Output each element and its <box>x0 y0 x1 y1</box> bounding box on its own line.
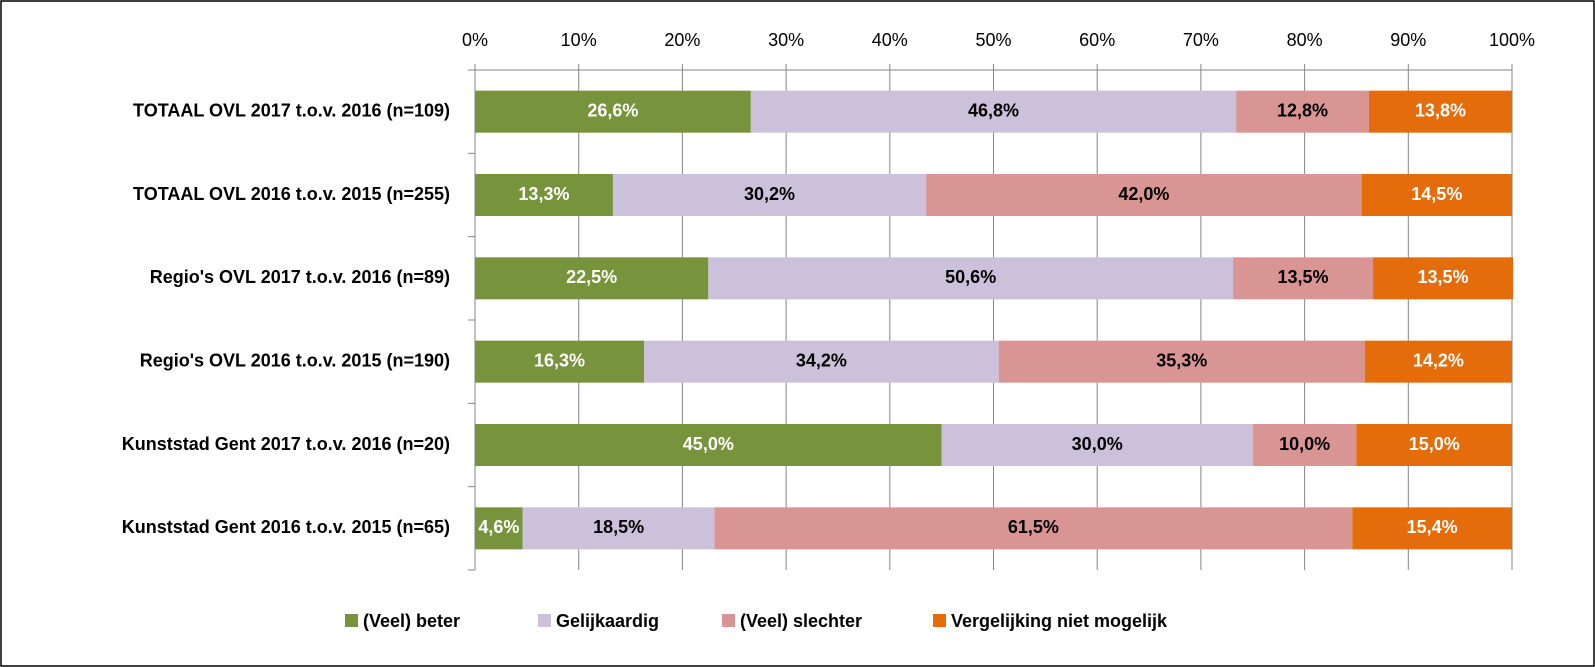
data-label: 35,3% <box>1156 350 1207 370</box>
bar-segment <box>644 340 999 383</box>
x-tick-label: 70% <box>1183 30 1219 50</box>
data-label: 12,8% <box>1277 100 1328 120</box>
bar-segment <box>475 507 523 550</box>
data-label: 14,5% <box>1411 184 1462 204</box>
bar-segment <box>1356 424 1512 466</box>
data-label: 4,6% <box>478 517 519 537</box>
bar-segment <box>750 90 1237 133</box>
y-tick-label: Regio's OVL 2016 t.o.v. 2015 (n=190) <box>140 350 450 370</box>
bar-segment <box>1352 507 1512 550</box>
legend-swatch <box>722 614 735 627</box>
bar-segment <box>1252 424 1357 466</box>
data-label: 13,8% <box>1415 100 1466 120</box>
y-tick-label: TOTAAL OVL 2017 t.o.v. 2016 (n=109) <box>133 100 450 120</box>
bar-segment <box>475 174 613 216</box>
legend-label: Gelijkaardig <box>556 611 659 631</box>
bar-segment <box>714 507 1353 550</box>
bar-segment <box>612 174 927 216</box>
bar-segment <box>522 507 715 550</box>
x-tick-label: 0% <box>462 30 488 50</box>
y-tick-label: Kunststad Gent 2017 t.o.v. 2016 (n=20) <box>122 434 450 454</box>
data-label: 10,0% <box>1279 434 1330 454</box>
data-label: 13,3% <box>518 184 569 204</box>
bar-segment <box>941 424 1253 466</box>
data-label: 26,6% <box>587 100 638 120</box>
y-tick-label: TOTAAL OVL 2016 t.o.v. 2015 (n=255) <box>133 184 450 204</box>
legend-swatch <box>345 614 358 627</box>
bar-segment <box>1233 257 1374 300</box>
bar-segment <box>475 424 942 466</box>
legend-label: Vergelijking niet mogelijk <box>951 611 1168 631</box>
data-label: 45,0% <box>683 434 734 454</box>
bar-segment <box>475 340 645 383</box>
y-tick-label: Kunststad Gent 2016 t.o.v. 2015 (n=65) <box>122 517 450 537</box>
data-label: 15,4% <box>1407 517 1458 537</box>
data-label: 18,5% <box>593 517 644 537</box>
data-label: 16,3% <box>534 350 585 370</box>
data-label: 46,8% <box>968 100 1019 120</box>
bar-segment <box>475 90 751 133</box>
x-tick-label: 20% <box>664 30 700 50</box>
bar-segment <box>475 257 709 300</box>
legend-label: (Veel) beter <box>363 611 460 631</box>
data-label: 50,6% <box>945 267 996 287</box>
x-tick-label: 30% <box>768 30 804 50</box>
x-tick-label: 40% <box>872 30 908 50</box>
bar-segment <box>926 174 1362 216</box>
data-label: 13,5% <box>1278 267 1329 287</box>
x-tick-label: 50% <box>975 30 1011 50</box>
bar-segment <box>708 257 1234 300</box>
x-tick-label: 60% <box>1079 30 1115 50</box>
bar-segment <box>1364 340 1512 383</box>
x-tick-label: 10% <box>561 30 597 50</box>
legend-swatch <box>538 614 551 627</box>
bar-segment <box>1361 174 1512 216</box>
data-label: 15,0% <box>1409 434 1460 454</box>
data-label: 61,5% <box>1008 517 1059 537</box>
x-tick-label: 90% <box>1390 30 1426 50</box>
x-tick-label: 100% <box>1489 30 1535 50</box>
y-tick-label: Regio's OVL 2017 t.o.v. 2016 (n=89) <box>150 267 450 287</box>
data-label: 14,2% <box>1413 350 1464 370</box>
data-label: 22,5% <box>566 267 617 287</box>
legend-label: (Veel) slechter <box>740 611 862 631</box>
bar-segment <box>1368 90 1512 133</box>
bar-segment <box>1373 257 1514 300</box>
data-label: 30,2% <box>744 184 795 204</box>
data-label: 30,0% <box>1072 434 1123 454</box>
legend-swatch <box>933 614 946 627</box>
data-label: 34,2% <box>796 350 847 370</box>
bar-segment <box>998 340 1365 383</box>
data-label: 42,0% <box>1118 184 1169 204</box>
x-tick-label: 80% <box>1287 30 1323 50</box>
data-label: 13,5% <box>1418 267 1469 287</box>
bar-segment <box>1236 90 1369 133</box>
